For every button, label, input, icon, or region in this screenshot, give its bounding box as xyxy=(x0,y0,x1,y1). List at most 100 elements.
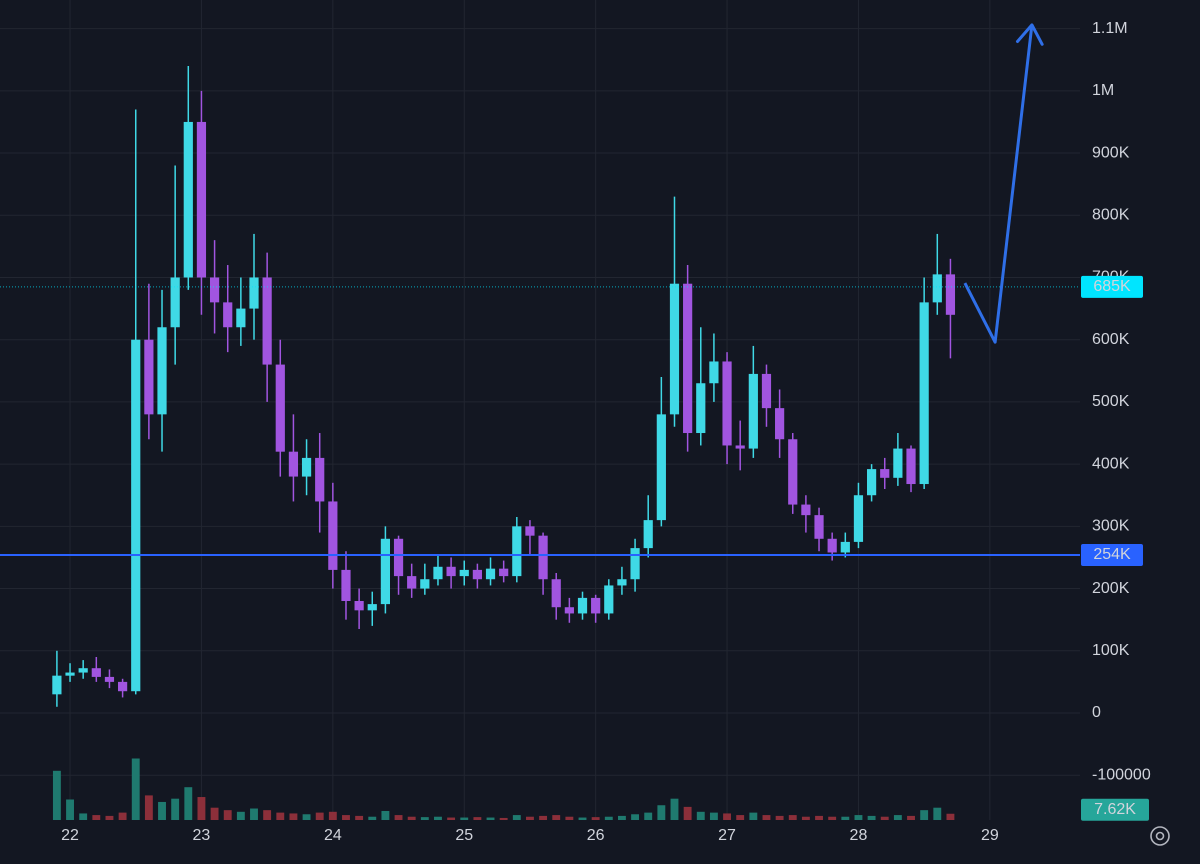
candle xyxy=(880,457,890,490)
volume-bar xyxy=(197,797,206,820)
candle-body xyxy=(144,339,154,415)
trend-drawing xyxy=(963,24,1034,344)
volume-bar xyxy=(420,817,429,820)
candle-body xyxy=(249,277,259,309)
candle xyxy=(525,520,535,555)
candle xyxy=(104,669,115,689)
price-label-box xyxy=(1081,543,1143,566)
candle-body xyxy=(52,675,62,695)
candle-body xyxy=(301,457,312,477)
candle xyxy=(236,277,246,346)
candle xyxy=(249,233,259,340)
candle xyxy=(591,594,601,623)
candle xyxy=(420,563,430,595)
candle xyxy=(183,65,193,290)
candle xyxy=(814,507,824,552)
volume-bar xyxy=(552,815,561,820)
candle-body xyxy=(196,121,207,278)
candle xyxy=(512,517,522,583)
volume-bar xyxy=(486,817,495,820)
candle xyxy=(354,588,364,629)
volume-bar xyxy=(276,812,285,820)
x-tick-label: 23 xyxy=(193,827,211,844)
candle xyxy=(761,364,772,427)
y-tick-label: 200K xyxy=(1092,580,1130,597)
candle-body xyxy=(78,668,88,673)
candle-body xyxy=(814,515,824,539)
candle xyxy=(446,557,456,589)
volume-bar xyxy=(158,801,166,820)
candle xyxy=(393,535,404,595)
icon-ring xyxy=(1150,826,1170,846)
candle xyxy=(209,240,220,334)
candle-body xyxy=(761,373,772,409)
candle xyxy=(669,196,680,427)
candle xyxy=(617,566,627,595)
candle-body xyxy=(157,327,167,415)
candle-body xyxy=(223,302,233,328)
candle xyxy=(735,420,745,471)
candle xyxy=(52,650,62,707)
volume-bar xyxy=(342,815,350,820)
candle-body xyxy=(525,526,535,536)
candle-body xyxy=(367,604,377,611)
candle xyxy=(906,445,916,493)
volume-bar xyxy=(434,816,442,820)
candle xyxy=(893,433,903,486)
candle xyxy=(433,554,443,586)
candle-body xyxy=(643,520,653,549)
candle-body xyxy=(617,579,627,586)
candle-body xyxy=(788,439,798,505)
candle-body xyxy=(341,569,351,602)
candle-body xyxy=(840,541,850,553)
candle-body xyxy=(604,585,614,614)
candle xyxy=(78,660,88,679)
icon-core xyxy=(1155,831,1165,841)
y-tick-label: -100000 xyxy=(1092,766,1151,783)
volume-bar xyxy=(657,805,666,820)
candle-body xyxy=(407,576,417,589)
volume-bar xyxy=(565,816,574,820)
candle-body xyxy=(735,445,745,449)
volume-bar xyxy=(250,808,258,820)
candle xyxy=(315,433,325,533)
volume-bar xyxy=(263,810,272,820)
candle xyxy=(722,352,732,465)
candle-body xyxy=(932,274,942,303)
settings-icon[interactable] xyxy=(1150,826,1170,846)
volume-bar xyxy=(723,813,731,820)
candle-body xyxy=(472,569,482,580)
volume-bar xyxy=(749,812,758,820)
volume-bar xyxy=(368,816,377,820)
y-tick-label: 900K xyxy=(1092,144,1130,161)
candle xyxy=(328,482,338,589)
volume-bar xyxy=(946,813,955,820)
candle-body xyxy=(880,469,890,478)
candle xyxy=(485,557,496,586)
grid xyxy=(0,0,1080,820)
volume-bar xyxy=(236,811,245,820)
volume-bar xyxy=(788,815,797,820)
candle xyxy=(709,333,719,402)
volume-bar xyxy=(460,817,469,820)
candle-body xyxy=(183,121,193,278)
candle xyxy=(656,377,666,527)
candle xyxy=(144,283,154,440)
candle-body xyxy=(91,668,101,677)
candle-body xyxy=(209,277,220,303)
candle-body xyxy=(722,361,732,446)
axis-layer: -1000000100K200K300K400K500K600K700K800K… xyxy=(61,20,1151,844)
x-tick-label: 28 xyxy=(850,827,868,844)
candle-body xyxy=(512,526,522,577)
candle xyxy=(131,109,141,695)
candle-body xyxy=(236,308,246,328)
candle xyxy=(748,345,758,458)
volume-bar xyxy=(736,815,745,820)
y-tick-label: 0 xyxy=(1092,704,1101,721)
volume-bar xyxy=(631,814,640,820)
volume-bar xyxy=(617,815,626,820)
candle-body xyxy=(170,277,180,328)
candle xyxy=(866,464,877,502)
candle-layer xyxy=(52,65,956,707)
